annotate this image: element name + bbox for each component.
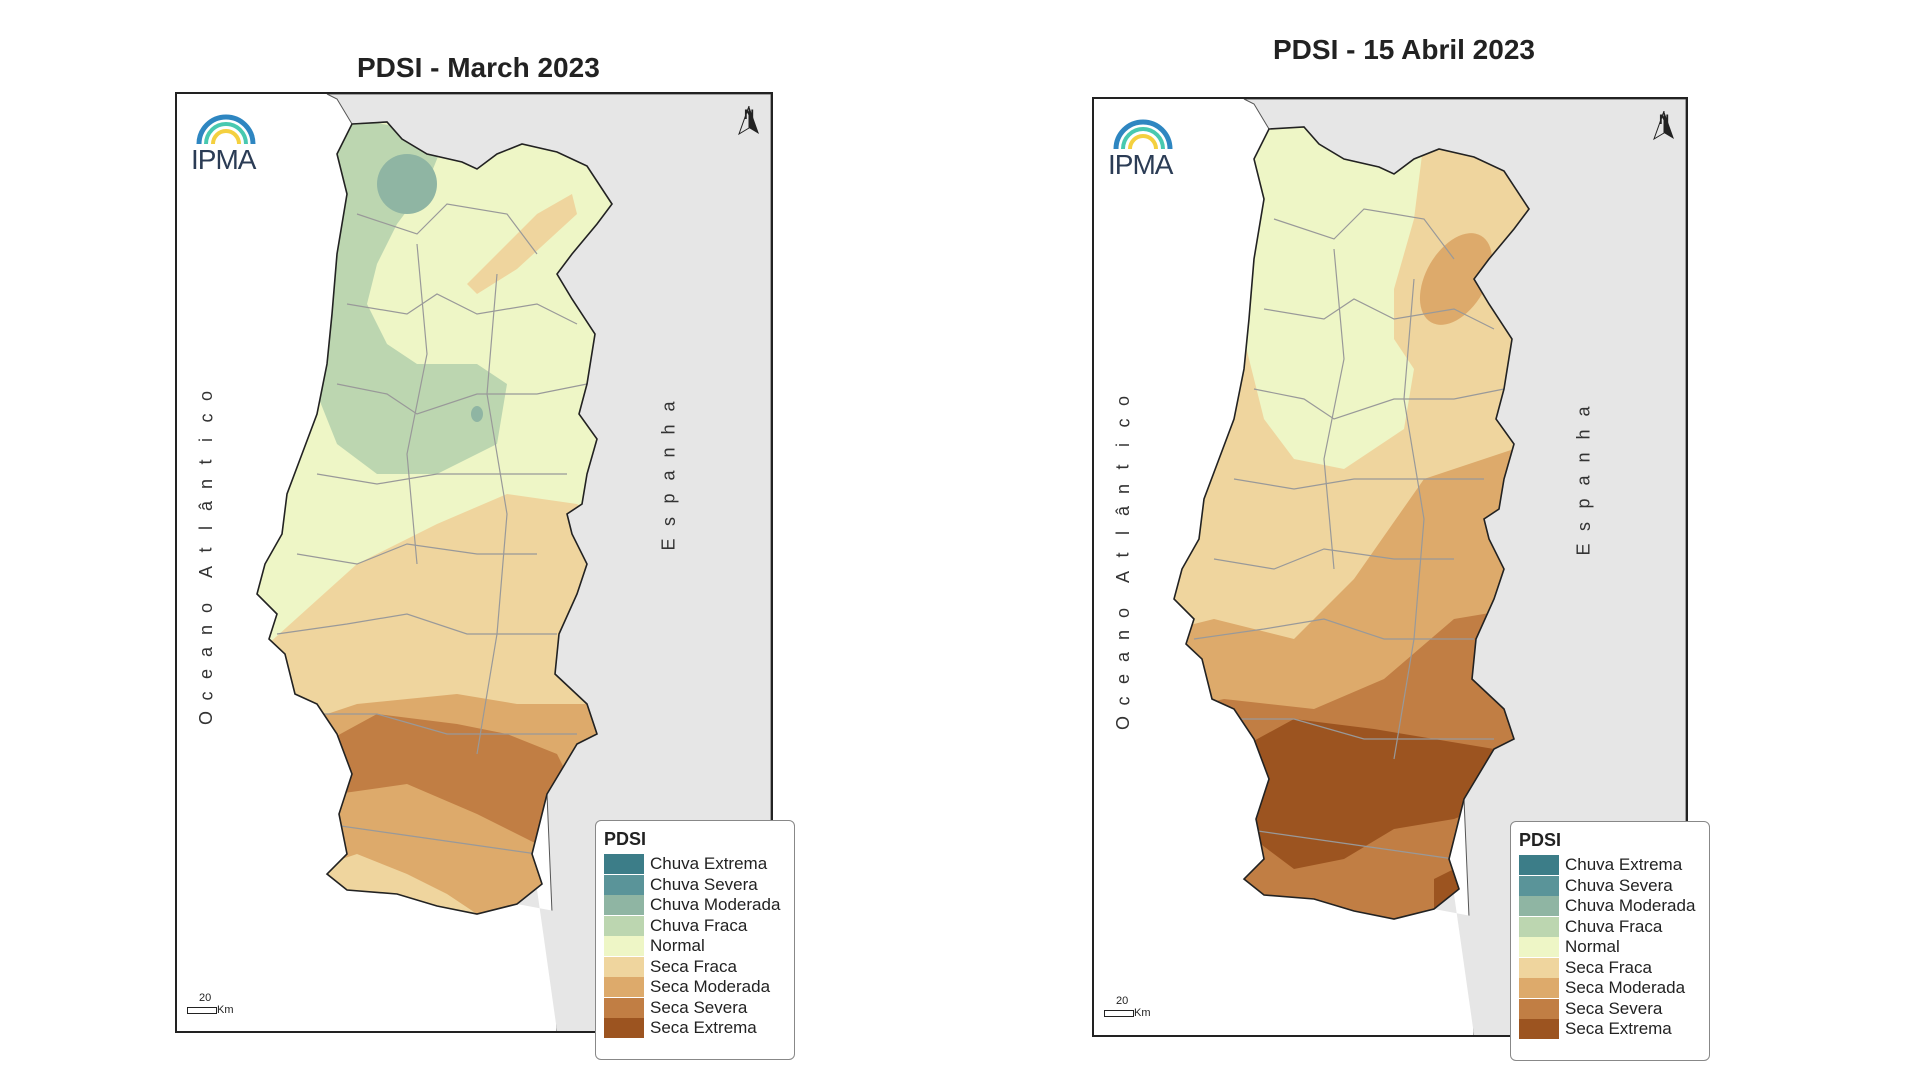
legend-label: Normal [650,936,705,956]
legend-label: Seca Extrema [650,1018,757,1038]
scale-bar-graphic [1104,1009,1134,1017]
map-frame: IPMA N 20 Km [1092,97,1688,1037]
legend-title: PDSI [604,829,647,849]
legend-item: Normal [1519,937,1701,958]
legend-swatch [1519,978,1559,999]
legend-label: Chuva Extrema [650,854,768,874]
legend-swatch [1519,957,1559,978]
legend-swatch [604,956,644,977]
legend-item: Seca Fraca [604,956,786,978]
legend-swatch [604,977,644,998]
legend-rows: Chuva Extrema Chuva Severa Chuva Moderada C… [1519,855,1701,1040]
scale-bar-graphic [187,1006,217,1014]
legend-item: Chuva Moderada [1519,896,1701,917]
legend-label: Chuva Fraca [650,915,748,935]
pdsi-map-april [1094,99,1686,1035]
legend-swatch [604,854,644,875]
legend-item: Normal [604,936,786,957]
legend-item: Seca Extrema [604,1018,786,1039]
ipma-logo-icon [196,114,256,145]
legend-label: Chuva Severa [650,874,758,894]
legend-label: Chuva Extrema [1565,855,1683,875]
legend-swatch [604,936,644,957]
legend-swatch [604,874,644,895]
scale-unit: Km [217,1004,234,1016]
legend-swatch [604,915,644,936]
north-arrow-icon [738,106,759,136]
legend-label: Chuva Moderada [1565,896,1696,916]
legend-item: Seca Moderada [1519,978,1701,999]
legend-item: Seca Severa [604,997,786,1019]
legend-item: Chuva Moderada [604,895,786,916]
scale-value: 20 [199,992,212,1004]
legend-swatch [1519,896,1559,917]
legend-item: Seca Fraca [1519,957,1701,979]
legend-item: Chuva Extrema [1519,855,1701,876]
ipma-logo: IPMA [191,108,271,178]
legend-label: Seca Severa [650,997,748,1017]
north-arrow-icon [1653,111,1674,141]
legend-label: Seca Moderada [650,977,771,997]
legend-label: Seca Extrema [1565,1019,1672,1039]
legend-label: Seca Moderada [1565,978,1686,998]
legend-label: Seca Fraca [1565,957,1652,977]
legend-label: Seca Severa [1565,998,1663,1018]
logo-text: IPMA [1108,149,1173,180]
legend-item: Chuva Severa [1519,875,1701,897]
legend-item: Chuva Extrema [604,854,786,875]
legend-swatch [1519,875,1559,896]
legend-swatch [1519,855,1559,876]
ipma-logo-icon [1113,119,1173,150]
scale-unit: Km [1134,1007,1151,1019]
scale-value: 20 [1116,995,1129,1007]
logo-text: IPMA [191,144,256,175]
legend-item: Chuva Fraca [1519,916,1701,938]
legend-swatch [604,1018,644,1039]
legend-label: Chuva Fraca [1565,916,1663,936]
map-title: PDSI - 15 Abril 2023 [1273,34,1535,65]
scale-bar: 20 Km [1104,995,1151,1019]
legend-rows: Chuva Extrema Chuva Severa Chuva Moderada C… [604,854,786,1039]
legend-label: Seca Fraca [650,956,737,976]
legend-swatch [604,997,644,1018]
map-title: PDSI - March 2023 [357,52,600,83]
legend-swatch [604,895,644,916]
legend-title: PDSI [1519,830,1562,850]
legend-item: Seca Extrema [1519,1019,1701,1040]
north-arrow: N [737,106,761,136]
ipma-logo: IPMA [1108,113,1188,183]
legend: PDSI Chuva Extrema Chuva Severa Chuva Mode… [595,820,795,1060]
legend-label: Chuva Moderada [650,895,781,915]
legend-label: Chuva Severa [1565,875,1673,895]
legend-item: Chuva Severa [604,874,786,896]
legend-swatch [1519,916,1559,937]
legend-swatch [1519,998,1559,1019]
scale-bar: 20 Km [187,992,234,1016]
north-arrow: N [1652,111,1676,141]
legend-swatch [1519,1019,1559,1040]
legend-item: Chuva Fraca [604,915,786,937]
legend-item: Seca Moderada [604,977,786,998]
legend: PDSI Chuva Extrema Chuva Severa Chuva Mode… [1510,821,1710,1061]
legend-item: Seca Severa [1519,998,1701,1020]
legend-label: Normal [1565,937,1620,957]
legend-swatch [1519,937,1559,958]
